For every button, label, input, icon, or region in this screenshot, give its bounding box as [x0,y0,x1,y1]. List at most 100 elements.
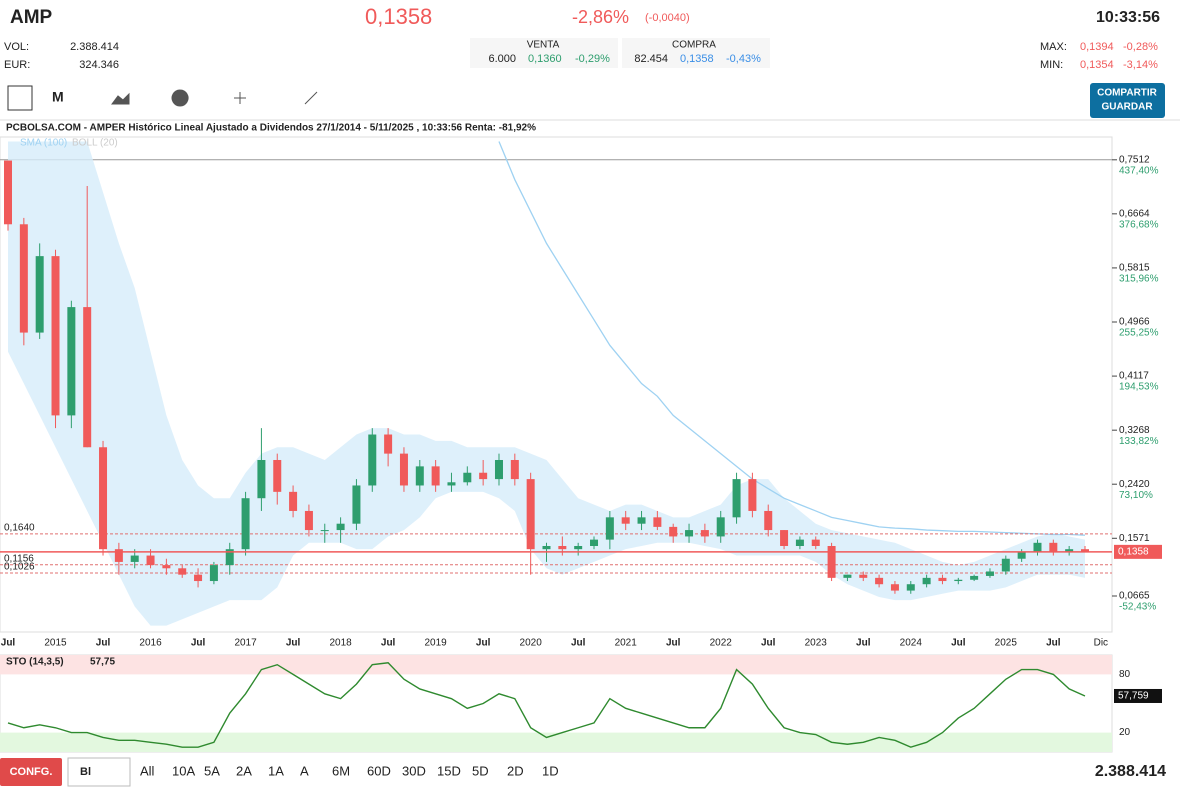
range-button[interactable]: A [300,763,309,778]
candle-body [526,479,535,550]
range-button[interactable]: 10A [172,763,195,778]
range-button[interactable]: 30D [402,763,426,778]
range-button[interactable]: 2D [507,763,524,778]
x-tick-label: Jul [1046,638,1061,649]
x-tick-label: Jul [286,638,301,649]
label: VOL: [4,41,29,53]
range-button[interactable]: 6M [332,763,350,778]
candle-body [922,577,931,585]
value: 82.454 [634,53,668,65]
candle-body [178,568,187,575]
candle-body [542,545,551,550]
value: 0,1358 [680,53,714,65]
candle-body [320,530,329,532]
legend-entry: SMA (100) [20,138,67,149]
value: 0,1354 [1080,59,1114,71]
candle-body [19,224,28,333]
candle-body [289,491,298,511]
range-button[interactable]: 60D [367,763,391,778]
x-tick-label: Jul [571,638,586,649]
ticker: AMP [10,7,53,28]
toolbar-icons[interactable] [111,89,318,107]
candle-body [574,545,583,550]
candle-body [257,459,266,499]
candle-body [51,256,60,416]
sto-tick-label: 80 [1119,669,1131,680]
x-tick-label: 2019 [425,638,448,649]
x-tick-label: Jul [476,638,491,649]
x-tick-label: 2016 [139,638,162,649]
candle-body [700,530,709,537]
y-tick-return: 73,10% [1119,490,1153,501]
y-tick-label: 0,4117 [1119,371,1149,382]
candle-body [716,517,725,537]
candle-body [99,447,108,550]
x-tick-label: 2025 [995,638,1018,649]
x-tick-label: Dic [1094,638,1108,649]
value: -0,28% [1123,41,1158,53]
level-label: 0,1640 [4,523,35,534]
sto-line [7,662,1086,748]
range-button[interactable]: 15D [437,763,461,778]
sto-last-box [1114,688,1162,703]
candle-body [859,574,868,578]
share-button[interactable] [1090,83,1165,118]
candle-body [1017,552,1026,559]
level-label: 0,1026 [4,562,35,573]
sto-label: STO (14,3,5) [6,657,64,668]
range-button[interactable]: 2A [236,763,252,778]
config-button[interactable] [0,758,62,786]
candle-body [558,545,567,550]
chart-title: PCBOLSA.COM - AMPER Histórico Lineal Aju… [6,123,536,134]
mode-select[interactable] [67,757,131,787]
candle-body [764,510,773,531]
period-button[interactable]: M [52,89,64,105]
sto-value: 57,75 [90,657,115,668]
sma-line [498,141,1086,536]
x-tick-label: Jul [666,638,681,649]
y-tick-label: 0,1571 [1119,533,1150,544]
value: 6.000 [488,53,516,65]
candle-body [669,526,678,537]
candle-body [748,479,757,511]
candle-body [384,434,393,454]
range-button[interactable]: 5A [204,763,220,778]
candle-body [479,472,488,480]
candle-body [273,459,282,492]
candle-body [590,539,599,546]
label: VENTA [527,40,560,51]
panel-toggle[interactable] [7,85,33,111]
y-tick-return: 255,25% [1119,328,1159,339]
candle-body [1065,549,1074,553]
candle-body [637,517,646,524]
candle-body [431,466,440,486]
y-tick-label: 0,0665 [1119,591,1150,602]
candle-body [954,579,963,582]
sto-tick-label: 20 [1119,727,1131,738]
range-button[interactable]: 1D [542,763,559,778]
y-tick-return: 133,82% [1119,436,1159,447]
range-button[interactable]: 5D [472,763,489,778]
label: MAX: [1040,41,1067,53]
candle-body [336,523,345,531]
footer-volume: 2.388.414 [1095,763,1166,780]
x-tick-label: 2022 [710,638,733,649]
candle-body [304,510,313,531]
candle-body [130,555,139,562]
range-button[interactable]: All [140,763,155,778]
candle-body [605,517,614,540]
y-tick-label: 0,6664 [1119,208,1150,219]
range-button[interactable]: 1A [268,763,284,778]
overbought-zone [0,655,1112,675]
x-tick-label: 2021 [615,638,638,649]
candle-body [241,498,250,550]
candle-body [1001,558,1010,572]
candle-body [162,565,171,569]
level-label: 0,1156 [4,553,34,564]
value: 0,1394 [1080,41,1114,53]
y-tick-return: 315,96% [1119,274,1159,285]
x-tick-label: 2024 [900,638,923,649]
label: MIN: [1040,59,1063,71]
y-tick-return: 437,40% [1119,165,1159,176]
candle-body [209,565,218,582]
